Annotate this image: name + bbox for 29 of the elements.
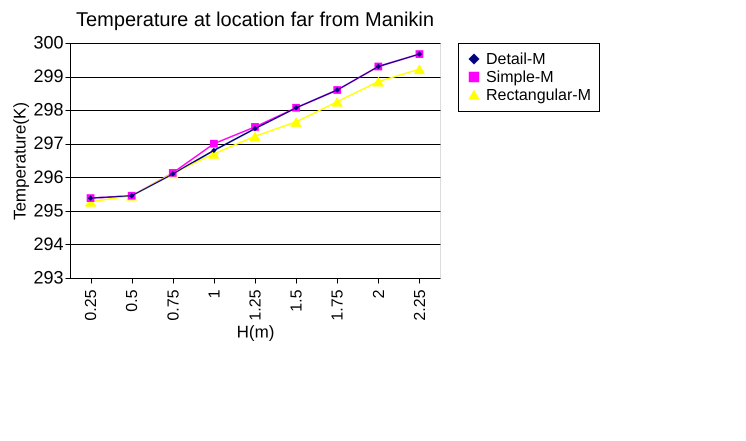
y-tick-label: 294 [33, 234, 64, 254]
point [372, 76, 384, 87]
point [290, 116, 302, 127]
x-tick-label: 0.75 [165, 289, 182, 321]
point [249, 131, 261, 142]
legend-label: Rectangular-M [486, 87, 591, 104]
y-tick-label: 295 [33, 200, 64, 220]
x-tick-label: 1.25 [248, 289, 264, 321]
point [332, 96, 343, 107]
x-tick-label: 1.75 [330, 289, 347, 321]
y-tick-label: 293 [33, 268, 64, 288]
x-tick-label: 1.5 [288, 289, 306, 312]
y-tick-label: 299 [33, 66, 64, 86]
y-tick-label: 297 [33, 133, 64, 154]
x-tick-label: 0.5 [124, 289, 142, 312]
legend-label: Simple-M [486, 69, 554, 86]
x-tick-label: 1 [206, 289, 224, 298]
x-axis-title: H(m) [236, 322, 274, 342]
chart-title: Temperature at location far from Manikin [76, 9, 434, 31]
point [210, 140, 218, 148]
y-tick-label: 296 [33, 166, 64, 187]
y-tick-label: 300 [33, 32, 64, 52]
x-tick-label: 2.25 [412, 289, 429, 321]
legend-label: Detail-M [486, 51, 546, 68]
y-tick-label: 298 [33, 100, 64, 120]
point [414, 64, 426, 74]
y-axis-title: Temperature(K) [10, 102, 30, 220]
x-tick-label: 2 [370, 289, 388, 298]
x-tick-label: 0.25 [83, 289, 100, 321]
